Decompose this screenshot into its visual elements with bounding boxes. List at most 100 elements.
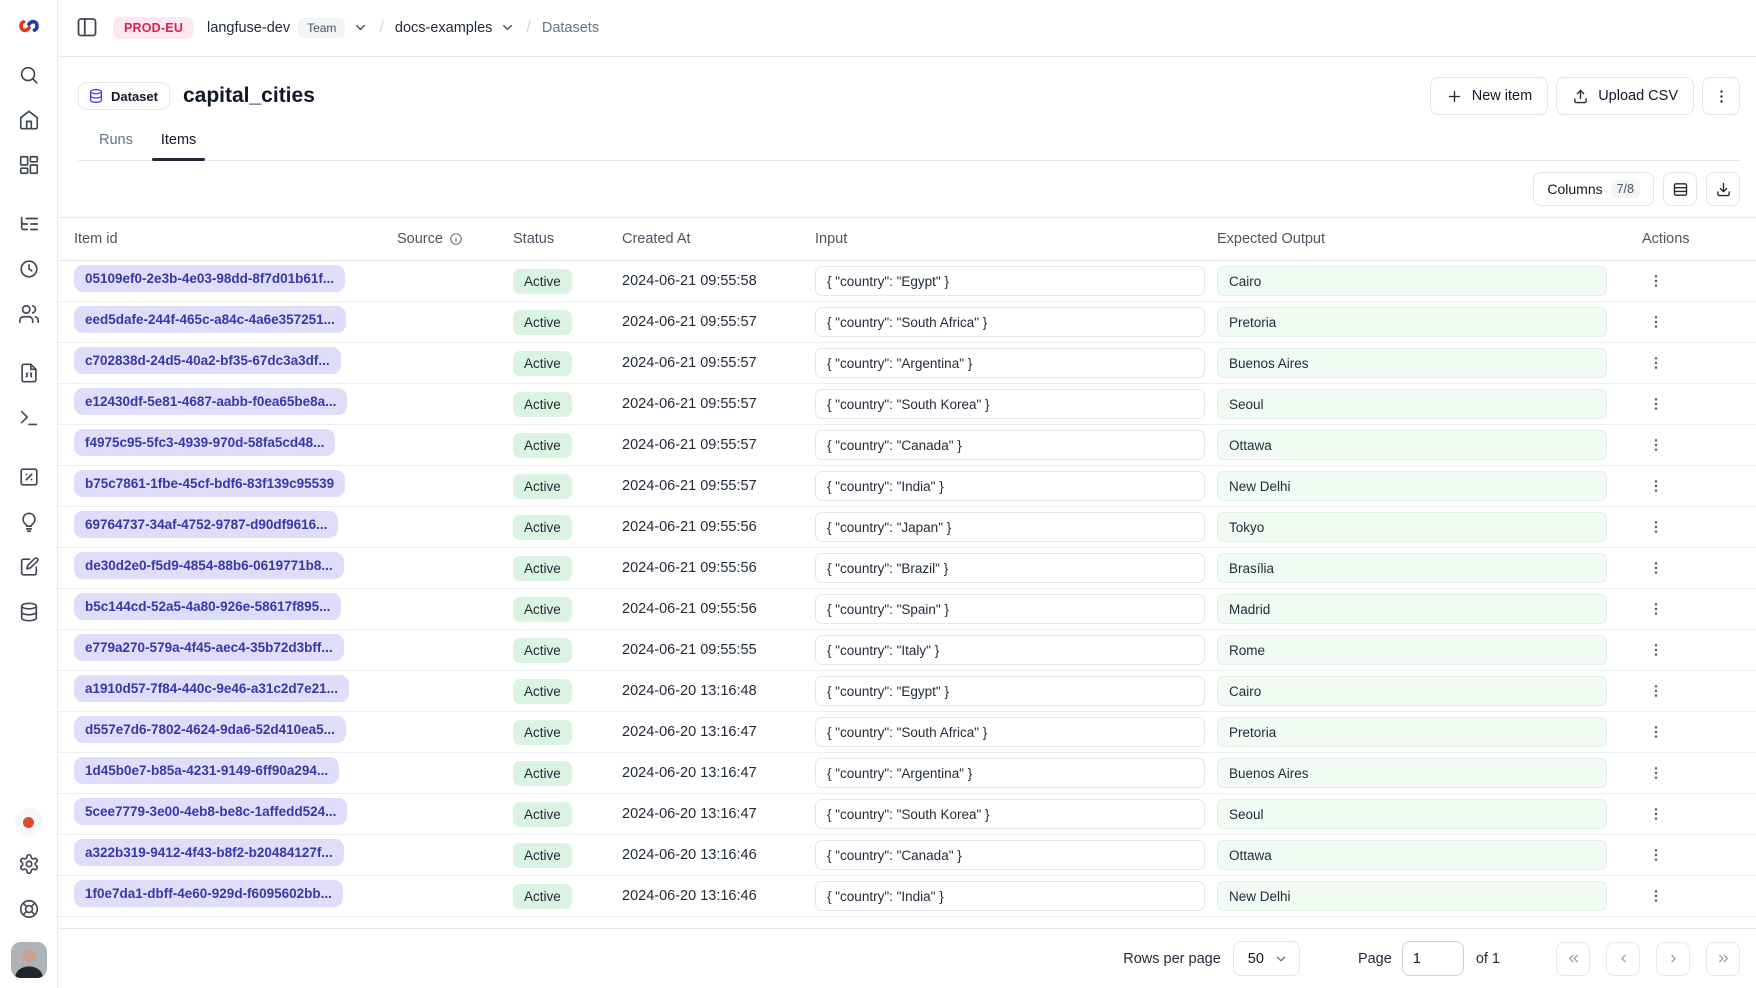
row-actions-button[interactable] [1642, 843, 1670, 867]
input-cell[interactable]: { "country": "Egypt" } [815, 676, 1205, 706]
expected-output-cell[interactable]: Ottawa [1217, 840, 1607, 870]
playground-terminal-icon[interactable] [17, 406, 41, 430]
expected-output-cell[interactable]: Pretoria [1217, 717, 1607, 747]
row-actions-button[interactable] [1642, 761, 1670, 785]
expected-output-cell[interactable]: New Delhi [1217, 471, 1607, 501]
rows-per-page-select[interactable]: 50 [1232, 941, 1300, 976]
home-icon[interactable] [17, 108, 41, 132]
expected-output-cell[interactable]: Tokyo [1217, 512, 1607, 542]
item-id-link[interactable]: de30d2e0-f5d9-4854-88b6-0619771b8... [74, 552, 344, 579]
item-id-link[interactable]: f4975c95-5fc3-4939-970d-58fa5cd48... [74, 429, 336, 456]
tab-runs[interactable]: Runs [99, 132, 133, 148]
project-switcher-chevron-icon[interactable] [499, 20, 515, 36]
export-download-button[interactable] [1706, 172, 1740, 206]
item-id-link[interactable]: b75c7861-1fbe-45cf-bdf6-83f139c95539 [74, 470, 346, 497]
prompts-file-code-icon[interactable] [17, 361, 41, 385]
row-height-button[interactable] [1663, 172, 1697, 206]
breadcrumb-organization[interactable]: langfuse-dev [207, 20, 291, 36]
expected-output-cell[interactable]: Buenos Aires [1217, 758, 1607, 788]
item-id-link[interactable]: e12430df-5e81-4687-aabb-f0ea65be8a... [74, 388, 348, 415]
input-cell[interactable]: { "country": "Argentina" } [815, 758, 1205, 788]
lightbulb-icon[interactable] [17, 510, 41, 534]
item-id-link[interactable]: d557e7d6-7802-4624-9da6-52d410ea5... [74, 716, 346, 743]
item-id-link[interactable]: b5c144cd-52a5-4a80-926e-58617f895... [74, 593, 342, 620]
sessions-clock-icon[interactable] [17, 257, 41, 281]
expected-output-cell[interactable]: Ottawa [1217, 430, 1607, 460]
input-cell[interactable]: { "country": "South Korea" } [815, 799, 1205, 829]
item-id-link[interactable]: a1910d57-7f84-440c-9e46-a31c2d7e21... [74, 675, 349, 702]
settings-gear-icon[interactable] [17, 852, 41, 876]
next-page-button[interactable] [1656, 941, 1690, 976]
item-id-link[interactable]: a322b319-9412-4f43-b8f2-b20484127f... [74, 839, 344, 866]
input-cell[interactable]: { "country": "South Africa" } [815, 307, 1205, 337]
sidebar-toggle-icon[interactable] [74, 15, 100, 41]
input-cell[interactable]: { "country": "South Korea" } [815, 389, 1205, 419]
first-page-button[interactable] [1556, 941, 1590, 976]
user-avatar[interactable] [10, 942, 47, 978]
row-actions-button[interactable] [1642, 802, 1670, 826]
input-cell[interactable]: { "country": "Canada" } [815, 840, 1205, 870]
expected-output-cell[interactable]: Seoul [1217, 799, 1607, 829]
last-page-button[interactable] [1706, 941, 1740, 976]
input-cell[interactable]: { "country": "India" } [815, 881, 1205, 911]
input-cell[interactable]: { "country": "Italy" } [815, 635, 1205, 665]
expected-output-cell[interactable]: Rome [1217, 635, 1607, 665]
input-cell[interactable]: { "country": "Argentina" } [815, 348, 1205, 378]
input-cell[interactable]: { "country": "Spain" } [815, 594, 1205, 624]
row-actions-button[interactable] [1642, 310, 1670, 334]
expected-output-cell[interactable]: Pretoria [1217, 307, 1607, 337]
row-actions-button[interactable] [1642, 679, 1670, 703]
scores-percent-icon[interactable] [17, 465, 41, 489]
item-id-link[interactable]: 05109ef0-2e3b-4e03-98dd-8f7d01b61f... [74, 265, 346, 292]
row-actions-button[interactable] [1642, 515, 1670, 539]
expected-output-cell[interactable]: Brasília [1217, 553, 1607, 583]
environment-badge[interactable]: PROD-EU [113, 17, 195, 39]
expected-output-cell[interactable]: New Delhi [1217, 881, 1607, 911]
input-cell[interactable]: { "country": "India" } [815, 471, 1205, 501]
dashboard-icon[interactable] [17, 153, 41, 177]
upload-csv-button[interactable]: Upload CSV [1556, 77, 1694, 115]
expected-output-cell[interactable]: Cairo [1217, 676, 1607, 706]
search-icon[interactable] [17, 63, 41, 87]
breadcrumb-section[interactable]: Datasets [541, 20, 600, 36]
row-actions-button[interactable] [1642, 720, 1670, 744]
input-cell[interactable]: { "country": "Japan" } [815, 512, 1205, 542]
item-id-link[interactable]: c702838d-24d5-40a2-bf35-67dc3a3df... [74, 347, 341, 374]
item-id-link[interactable]: 1f0e7da1-dbff-4e60-929d-f6095602bb... [74, 880, 343, 907]
row-actions-button[interactable] [1642, 351, 1670, 375]
support-lifebuoy-icon[interactable] [17, 897, 41, 921]
organization-switcher-chevron-icon[interactable] [352, 20, 368, 36]
previous-page-button[interactable] [1606, 941, 1640, 976]
row-actions-button[interactable] [1642, 433, 1670, 457]
row-actions-button[interactable] [1642, 556, 1670, 580]
item-id-link[interactable]: e779a270-579a-4f45-aec4-35b72d3bff... [74, 634, 344, 661]
breadcrumb-project[interactable]: docs-examples [394, 20, 493, 36]
row-actions-button[interactable] [1642, 269, 1670, 293]
item-id-link[interactable]: 69764737-34af-4752-9787-d90df9616... [74, 511, 339, 538]
input-cell[interactable]: { "country": "Canada" } [815, 430, 1205, 460]
annotation-pen-icon[interactable] [17, 555, 41, 579]
input-cell[interactable]: { "country": "Egypt" } [815, 266, 1205, 296]
page-number-input[interactable] [1401, 941, 1464, 976]
new-item-button[interactable]: New item [1429, 77, 1549, 115]
item-id-link[interactable]: 5cee7779-3e00-4eb8-be8c-1affedd524... [74, 798, 348, 825]
users-icon[interactable] [17, 302, 41, 326]
row-actions-button[interactable] [1642, 474, 1670, 498]
row-actions-button[interactable] [1642, 638, 1670, 662]
datasets-database-icon[interactable] [17, 600, 41, 624]
row-actions-button[interactable] [1642, 884, 1670, 908]
input-cell[interactable]: { "country": "Brazil" } [815, 553, 1205, 583]
expected-output-cell[interactable]: Seoul [1217, 389, 1607, 419]
row-actions-button[interactable] [1642, 392, 1670, 416]
expected-output-cell[interactable]: Buenos Aires [1217, 348, 1607, 378]
item-id-link[interactable]: eed5dafe-244f-465c-a84c-4a6e357251... [74, 306, 346, 333]
item-id-link[interactable]: 1d45b0e7-b85a-4231-9149-6ff90a294... [74, 757, 340, 784]
row-actions-button[interactable] [1642, 597, 1670, 621]
traces-list-tree-icon[interactable] [17, 212, 41, 236]
expected-output-cell[interactable]: Cairo [1217, 266, 1607, 296]
input-cell[interactable]: { "country": "South Africa" } [815, 717, 1205, 747]
tab-items[interactable]: Items [151, 132, 206, 161]
expected-output-cell[interactable]: Madrid [1217, 594, 1607, 624]
page-more-actions-button[interactable] [1702, 77, 1740, 115]
columns-button[interactable]: Columns 7/8 [1533, 172, 1654, 206]
